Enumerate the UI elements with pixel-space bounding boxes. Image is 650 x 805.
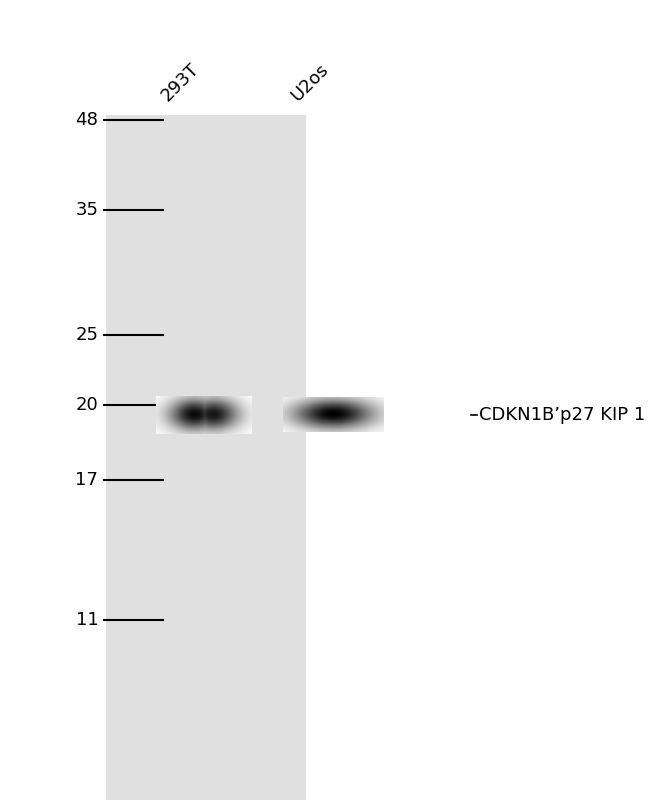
Bar: [106, 115, 306, 800]
Text: U2os: U2os: [287, 60, 332, 105]
Text: 35: 35: [75, 201, 98, 219]
Text: 20: 20: [75, 396, 98, 414]
Text: 25: 25: [75, 326, 98, 344]
Text: 48: 48: [75, 111, 98, 129]
Text: 11: 11: [75, 611, 98, 629]
Text: 17: 17: [75, 471, 98, 489]
Text: 293T: 293T: [158, 60, 203, 105]
Text: CDKN1B’p27 KIP 1: CDKN1B’p27 KIP 1: [479, 406, 645, 424]
